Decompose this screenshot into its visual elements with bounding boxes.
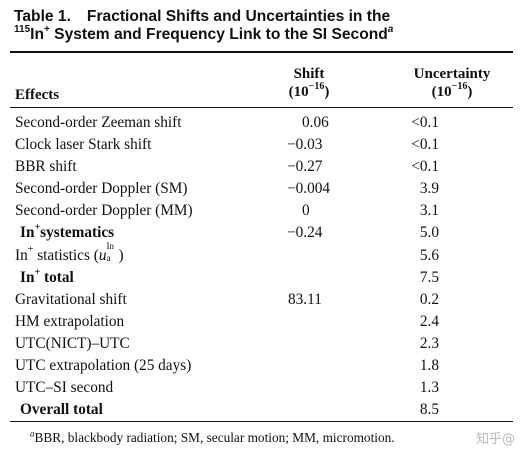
effect-cell: Overall total bbox=[20, 401, 103, 419]
shift-cell: −0.004 bbox=[287, 180, 331, 198]
uncertainty-cell: 0.2 bbox=[419, 290, 439, 308]
effect-cell: Gravitational shift bbox=[15, 290, 127, 308]
shift-cell: 0 bbox=[302, 202, 310, 220]
effect-ion: In bbox=[20, 268, 35, 286]
ion-charge: + bbox=[44, 23, 50, 35]
shift-unit-exponent: −16 bbox=[308, 81, 325, 92]
table-row: In+systematics −0.24 5.0 bbox=[0, 222, 525, 244]
table-row: HM extrapolation 2.4 bbox=[0, 311, 525, 333]
footnote-marker: a bbox=[30, 428, 35, 439]
ion-symbol: In bbox=[30, 26, 44, 43]
shift-cell: −0.03 bbox=[287, 136, 323, 154]
effect-cell: UTC(NICT)–UTC bbox=[15, 334, 130, 352]
unc-unit-close: ) bbox=[467, 84, 473, 100]
effect-ion-charge: + bbox=[34, 266, 41, 278]
uncertainty-cell: 7.5 bbox=[419, 268, 439, 286]
header-shift-label: Shift bbox=[293, 66, 325, 82]
caption-line-1: Table 1. Fractional Shifts and Uncertaint… bbox=[14, 8, 519, 26]
table-label: Table 1. bbox=[14, 8, 71, 25]
effect-label: systematics bbox=[40, 224, 115, 242]
effect-cell: Second-order Doppler (MM) bbox=[15, 202, 193, 220]
table-caption: Table 1. Fractional Shifts and Uncertaint… bbox=[14, 8, 519, 44]
uncertainty-cell: 1.3 bbox=[419, 379, 439, 397]
table-row: Overall total 8.5 bbox=[0, 399, 525, 421]
uncertainty-cell: 1.8 bbox=[419, 357, 439, 375]
effect-ion-charge: + bbox=[34, 222, 41, 234]
header-effects: Effects bbox=[15, 87, 60, 103]
watermark-logo: 知乎@ bbox=[475, 432, 515, 447]
uncertainty-cell: 5.0 bbox=[419, 224, 439, 242]
header-uncertainty-unit: (10−16) bbox=[400, 81, 504, 101]
table-row: UTC–SI second 1.3 bbox=[0, 377, 525, 399]
effect-label: total bbox=[40, 268, 74, 286]
shift-unit-close: ) bbox=[324, 84, 330, 100]
effect-cell: In+ total bbox=[20, 267, 74, 289]
caption-title-part-1: Fractional Shifts and Uncertainties in t… bbox=[86, 8, 391, 25]
table-row: Gravitational shift 83.11 0.2 bbox=[0, 289, 525, 311]
table-row: In+ statistics (u In a) 5.6 bbox=[0, 240, 525, 267]
effect-cell: Clock laser Stark shift bbox=[15, 136, 152, 154]
shift-cell: 0.06 bbox=[302, 114, 329, 131]
caption-note-marker: a bbox=[387, 23, 394, 35]
shift-cell: −0.27 bbox=[287, 158, 323, 176]
header-shift: Shift (10−16) bbox=[270, 65, 348, 101]
header-uncertainty-label: Uncertainty bbox=[413, 66, 491, 82]
isotope-mass: 115 bbox=[14, 23, 31, 35]
table-row: UTC extrapolation (25 days) 1.8 bbox=[0, 355, 525, 377]
effect-cell: UTC–SI second bbox=[15, 379, 114, 397]
effect-cell: Second-order Zeeman shift bbox=[15, 114, 182, 131]
uncertainty-cell: <0.1 bbox=[411, 158, 439, 176]
header-uncertainty: Uncertainty (10−16) bbox=[400, 65, 504, 101]
uncertainty-cell: 2.3 bbox=[419, 334, 439, 352]
effect-ion: In bbox=[20, 224, 35, 242]
effect-close: ) bbox=[118, 246, 124, 264]
effect-cell: HM extrapolation bbox=[15, 312, 125, 330]
effect-cell: In+ statistics (u In a) bbox=[15, 240, 124, 267]
effect-ion-charge: + bbox=[27, 244, 34, 256]
footnote-text: BBR, blackbody radiation; SM, secular mo… bbox=[34, 430, 395, 445]
effect-ion: In bbox=[15, 246, 28, 264]
effect-label: statistics ( bbox=[33, 246, 99, 264]
unc-unit-base: (10 bbox=[431, 84, 452, 100]
unc-unit-exponent: −16 bbox=[451, 81, 468, 92]
shift-cell: 83.11 bbox=[288, 290, 322, 308]
header-rule bbox=[10, 107, 513, 108]
ua-letter: u bbox=[98, 246, 107, 264]
table-body: Second-order Zeeman shift 0.06 <0.1 Cloc… bbox=[0, 112, 525, 421]
top-rule bbox=[10, 51, 513, 53]
table-row: Second-order Doppler (SM) −0.004 3.9 bbox=[0, 178, 525, 200]
table-row: UTC(NICT)–UTC 2.3 bbox=[0, 333, 525, 355]
effect-cell: BBR shift bbox=[15, 158, 77, 176]
table-row: Second-order Doppler (MM) 0 3.1 bbox=[0, 200, 525, 222]
ua-scripts: In a bbox=[106, 240, 114, 263]
uncertainty-cell: 8.5 bbox=[419, 401, 439, 419]
uncertainty-cell: 3.9 bbox=[419, 180, 439, 198]
table-row: Second-order Zeeman shift 0.06 <0.1 bbox=[0, 112, 525, 134]
table-row: In+ total 7.5 bbox=[0, 267, 525, 289]
table-row: BBR shift −0.27 <0.1 bbox=[0, 156, 525, 178]
table-footnote: aBBR, blackbody radiation; SM, secular m… bbox=[30, 428, 395, 446]
uncertainty-cell: 3.1 bbox=[419, 202, 439, 220]
uncertainty-cell: <0.1 bbox=[411, 114, 439, 131]
effect-cell: UTC extrapolation (25 days) bbox=[15, 357, 192, 375]
caption-line-2: 115In+ System and Frequency Link to the … bbox=[14, 23, 519, 44]
caption-title-part-2: System and Frequency Link to the SI Seco… bbox=[49, 26, 388, 43]
uncertainty-cell: 5.6 bbox=[419, 246, 439, 264]
effect-cell: Second-order Doppler (SM) bbox=[15, 180, 188, 198]
header-shift-unit: (10−16) bbox=[270, 81, 348, 101]
table-row: Clock laser Stark shift −0.03 <0.1 bbox=[0, 134, 525, 156]
ua-symbol: u In a bbox=[98, 240, 119, 264]
uncertainty-cell: 2.4 bbox=[419, 312, 439, 330]
shift-cell: −0.24 bbox=[287, 224, 323, 242]
uncertainty-cell: <0.1 bbox=[411, 136, 439, 154]
effect-cell: In+systematics bbox=[20, 222, 114, 244]
bottom-rule bbox=[10, 421, 513, 423]
shift-unit-base: (10 bbox=[288, 84, 309, 100]
